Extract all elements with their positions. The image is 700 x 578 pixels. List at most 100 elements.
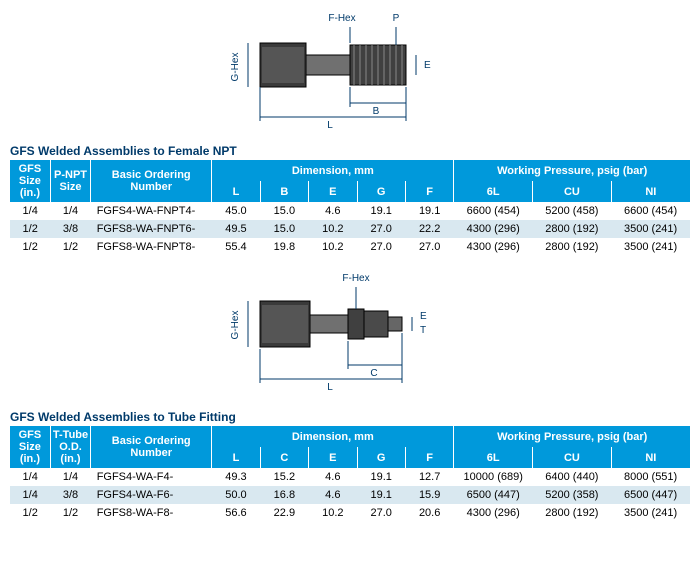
table-cell: 19.1 — [357, 468, 405, 486]
table-cell: 20.6 — [405, 504, 453, 522]
table-cell: 6600 (454) — [611, 202, 690, 220]
table-cell: 6500 (447) — [454, 486, 533, 504]
table-cell: 19.1 — [357, 202, 405, 220]
dim-L: L — [327, 120, 333, 131]
table-cell: 50.0 — [212, 486, 260, 504]
table-cell: 4300 (296) — [454, 238, 533, 256]
th-gfs: GFS Size (in.) — [10, 160, 50, 202]
table-cell: FGFS4-WA-F6- — [91, 486, 212, 504]
table-cell: 16.8 — [260, 486, 308, 504]
table-cell: 1/4 — [10, 468, 50, 486]
th2-dim-group: Dimension, mm — [212, 426, 454, 447]
table-cell: 3500 (241) — [611, 220, 690, 238]
table-tube: GFS Size (in.) T-Tube O.D. (in.) Basic O… — [10, 426, 690, 522]
table-cell: 1/4 — [50, 202, 90, 220]
th-dim-E: E — [309, 181, 357, 202]
table-npt: GFS Size (in.) P-NPT Size Basic Ordering… — [10, 160, 690, 256]
table-cell: 6500 (447) — [611, 486, 690, 504]
th2-wp-6L: 6L — [454, 447, 533, 468]
table-cell: 3/8 — [50, 486, 90, 504]
table-cell: 19.1 — [357, 486, 405, 504]
table-cell: 6400 (440) — [533, 468, 612, 486]
table-cell: 4300 (296) — [454, 220, 533, 238]
table-cell: 15.0 — [260, 202, 308, 220]
th-wp-group: Working Pressure, psig (bar) — [454, 160, 690, 181]
table-cell: 5200 (358) — [533, 486, 612, 504]
dim-E: E — [424, 60, 431, 71]
dim-GHex: G-Hex — [230, 53, 241, 82]
table-cell: 5200 (458) — [533, 202, 612, 220]
table-row: 1/21/2FGFS8-WA-F8-56.622.910.227.020.643… — [10, 504, 690, 522]
table-cell: 45.0 — [212, 202, 260, 220]
table-cell: 3500 (241) — [611, 238, 690, 256]
table-cell: 1/2 — [10, 238, 50, 256]
table-cell: FGFS4-WA-F4- — [91, 468, 212, 486]
th-dim-G: G — [357, 181, 405, 202]
th-pnpt: P-NPT Size — [50, 160, 90, 202]
table-row: 1/23/8FGFS8-WA-FNPT6-49.515.010.227.022.… — [10, 220, 690, 238]
th-wp-CU: CU — [533, 181, 612, 202]
dim2-T: T — [420, 325, 426, 336]
dim2-GHex: G-Hex — [230, 311, 241, 340]
table2-title: GFS Welded Assemblies to Tube Fitting — [10, 410, 690, 424]
table-cell: 22.9 — [260, 504, 308, 522]
table-cell: 1/4 — [10, 202, 50, 220]
th-ord: Basic Ordering Number — [91, 160, 212, 202]
th2-dim-C: C — [260, 447, 308, 468]
fitting-diagram-tube: L C E T G-Hex F-Hex — [10, 256, 690, 406]
dim2-L: L — [327, 382, 333, 393]
table-cell: 10.2 — [309, 504, 357, 522]
table1-body: 1/41/4FGFS4-WA-FNPT4-45.015.04.619.119.1… — [10, 202, 690, 256]
table-cell: 56.6 — [212, 504, 260, 522]
table-cell: FGFS8-WA-F8- — [91, 504, 212, 522]
diagram-npt-svg: L B E G-Hex F-Hex P — [220, 5, 480, 135]
table-cell: 4.6 — [309, 202, 357, 220]
th2-wp-CU: CU — [533, 447, 612, 468]
table-cell: 27.0 — [357, 504, 405, 522]
th2-tube: T-Tube O.D. (in.) — [50, 426, 90, 468]
th-wp-NI: NI — [611, 181, 690, 202]
table-cell: FGFS8-WA-FNPT8- — [91, 238, 212, 256]
table-cell: 19.8 — [260, 238, 308, 256]
table-cell: 19.1 — [405, 202, 453, 220]
table1-head: GFS Size (in.) P-NPT Size Basic Ordering… — [10, 160, 690, 202]
table-cell: 15.0 — [260, 220, 308, 238]
th-wp-6L: 6L — [454, 181, 533, 202]
table-cell: 3500 (241) — [611, 504, 690, 522]
table-row: 1/21/2FGFS8-WA-FNPT8-55.419.810.227.027.… — [10, 238, 690, 256]
th-dim-B: B — [260, 181, 308, 202]
dim-P: P — [393, 13, 400, 24]
table2-head: GFS Size (in.) T-Tube O.D. (in.) Basic O… — [10, 426, 690, 468]
table-cell: FGFS4-WA-FNPT4- — [91, 202, 212, 220]
th-dim-L: L — [212, 181, 260, 202]
th-dim-F: F — [405, 181, 453, 202]
table-cell: 55.4 — [212, 238, 260, 256]
table-row: 1/43/8FGFS4-WA-F6-50.016.84.619.115.9650… — [10, 486, 690, 504]
table-cell: 15.9 — [405, 486, 453, 504]
table-cell: 1/2 — [50, 504, 90, 522]
table-cell: 2800 (192) — [533, 238, 612, 256]
th2-gfs: GFS Size (in.) — [10, 426, 50, 468]
table-cell: 4.6 — [309, 468, 357, 486]
table-cell: 1/4 — [10, 486, 50, 504]
table2-body: 1/41/4FGFS4-WA-F4-49.315.24.619.112.7100… — [10, 468, 690, 522]
th2-ord: Basic Ordering Number — [91, 426, 212, 468]
table-cell: 10.2 — [309, 238, 357, 256]
table-cell: 12.7 — [405, 468, 453, 486]
table-cell: 3/8 — [50, 220, 90, 238]
table-cell: 2800 (192) — [533, 504, 612, 522]
table-cell: 22.2 — [405, 220, 453, 238]
table-cell: 27.0 — [405, 238, 453, 256]
fitting-diagram-npt: L B E G-Hex F-Hex P — [10, 0, 690, 140]
th-dim-group: Dimension, mm — [212, 160, 454, 181]
table-cell: 15.2 — [260, 468, 308, 486]
th2-dim-G: G — [357, 447, 405, 468]
th2-dim-L: L — [212, 447, 260, 468]
table-cell: 49.3 — [212, 468, 260, 486]
dim-B: B — [373, 106, 380, 117]
table-cell: 27.0 — [357, 238, 405, 256]
table-cell: 49.5 — [212, 220, 260, 238]
dim2-FHex: F-Hex — [342, 273, 369, 284]
dim2-E: E — [420, 311, 427, 322]
th2-dim-F: F — [405, 447, 453, 468]
